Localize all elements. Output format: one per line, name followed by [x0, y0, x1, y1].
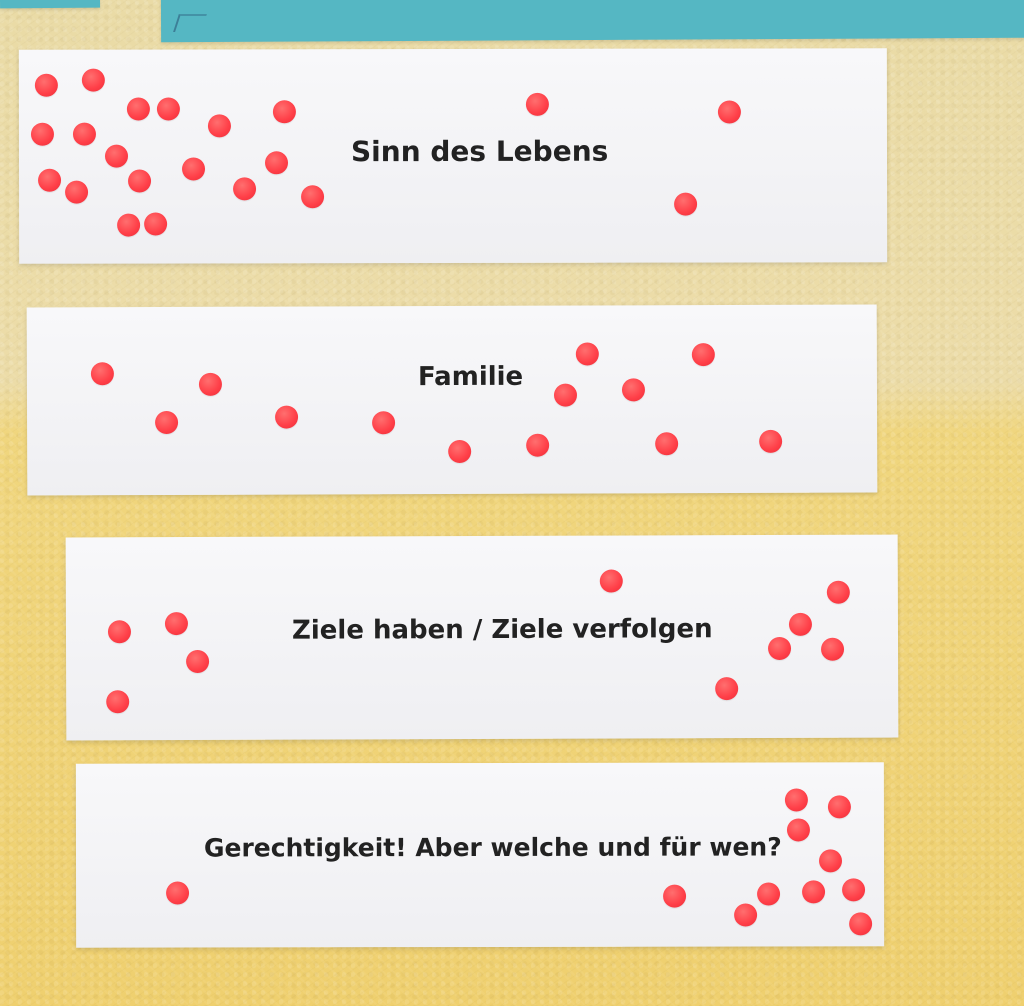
red-dot	[553, 383, 578, 407]
red-dot	[182, 157, 206, 181]
red-dot	[107, 620, 132, 644]
red-dot	[818, 849, 843, 873]
red-dot	[155, 410, 179, 435]
red-dot	[233, 177, 257, 201]
red-dot	[164, 612, 188, 636]
red-dot	[786, 818, 810, 842]
red-dot	[525, 92, 549, 116]
red-dot	[757, 882, 781, 906]
card-title: Familie	[417, 361, 524, 393]
red-dot	[842, 878, 866, 902]
red-dot	[784, 788, 808, 812]
red-dot	[198, 372, 222, 396]
red-dot	[849, 912, 873, 936]
red-dot	[599, 569, 623, 593]
red-dot	[65, 180, 89, 204]
red-dot	[575, 342, 599, 366]
pen-mark	[173, 14, 207, 32]
red-dot	[734, 903, 758, 927]
red-dot	[126, 97, 150, 121]
red-dot	[621, 378, 646, 402]
red-dot	[826, 580, 850, 604]
red-dot	[166, 881, 190, 905]
red-dot	[526, 433, 550, 457]
red-dot	[90, 362, 114, 386]
red-dot	[827, 795, 851, 819]
red-dot	[34, 73, 58, 97]
red-dot	[106, 690, 130, 714]
red-dot	[264, 151, 289, 175]
red-dot	[38, 168, 62, 192]
red-dot	[674, 192, 698, 216]
red-dot	[717, 100, 741, 124]
red-dot	[186, 649, 210, 674]
red-dot	[207, 114, 231, 138]
teal-paper-right	[160, 0, 1024, 43]
teal-paper-left	[0, 0, 101, 9]
red-dot	[117, 213, 141, 237]
red-dot	[788, 612, 812, 636]
red-dot	[715, 677, 739, 701]
card-title: Ziele haben / Ziele verfolgen	[291, 614, 713, 646]
red-dot	[156, 97, 180, 121]
card-sinn-des-lebens: Sinn des Lebens	[18, 48, 888, 264]
red-dot	[272, 100, 296, 124]
red-dot	[691, 343, 715, 367]
red-dot	[802, 880, 826, 904]
red-dot	[275, 405, 299, 429]
card-familie: Familie	[26, 304, 878, 496]
red-dot	[301, 185, 325, 209]
red-dot	[759, 429, 783, 453]
card-gerechtigkeit: Gerechtigkeit! Aber welche und für wen?	[75, 762, 885, 948]
red-dot	[81, 68, 105, 92]
card-ziele: Ziele haben / Ziele verfolgen	[65, 534, 899, 741]
red-dot	[768, 636, 792, 661]
red-dot	[104, 144, 129, 168]
red-dot	[655, 432, 679, 456]
red-dot	[128, 169, 152, 193]
red-dot	[663, 884, 687, 908]
red-dot	[821, 637, 845, 661]
red-dot	[144, 212, 168, 236]
red-dot	[448, 439, 472, 464]
red-dot	[372, 411, 396, 435]
card-title: Gerechtigkeit! Aber welche und für wen?	[203, 832, 782, 863]
red-dot	[72, 122, 96, 146]
red-dot	[30, 122, 54, 146]
card-title: Sinn des Lebens	[350, 134, 609, 169]
